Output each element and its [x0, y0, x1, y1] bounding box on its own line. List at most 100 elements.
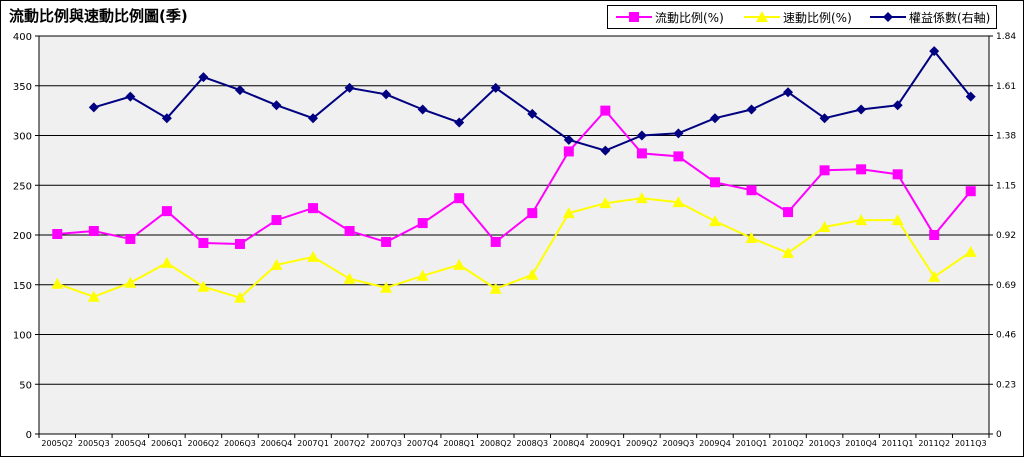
x-tick-label: 2005Q4	[114, 439, 146, 448]
legend-label-current-ratio: 流動比例(%)	[655, 10, 724, 25]
y-left-tick-label: 300	[13, 132, 32, 143]
point-marker-square	[892, 169, 903, 180]
point-marker-square	[88, 226, 99, 237]
point-marker-square	[856, 164, 867, 175]
point-marker-diamond	[125, 91, 136, 102]
point-marker-diamond	[783, 87, 794, 98]
x-tick-label: 2010Q2	[772, 439, 804, 448]
x-tick-label: 2011Q1	[882, 439, 914, 448]
y-left-tick-label: 0	[26, 430, 32, 441]
point-marker-diamond	[709, 113, 720, 124]
point-marker-square	[271, 215, 282, 226]
point-marker-square	[198, 237, 209, 248]
x-tick-label: 2011Q2	[918, 439, 950, 448]
x-tick-label: 2007Q4	[407, 439, 439, 448]
point-marker-triangle	[708, 215, 721, 227]
point-marker-triangle	[562, 207, 575, 219]
point-marker-diamond	[198, 72, 209, 83]
x-tick-label: 2011Q3	[955, 439, 987, 448]
point-marker-triangle	[343, 272, 356, 284]
point-marker-triangle	[307, 250, 320, 262]
point-marker-diamond	[490, 82, 501, 93]
point-marker-diamond	[344, 82, 355, 93]
point-marker-square	[636, 148, 647, 159]
legend-label-quick-ratio: 速動比例(%)	[783, 10, 852, 25]
y-right-tick-label: 0.23	[996, 380, 1016, 390]
x-tick-label: 2010Q1	[736, 439, 768, 448]
point-marker-square	[563, 146, 574, 157]
point-marker-diamond	[600, 145, 611, 156]
x-tick-label: 2008Q2	[480, 439, 512, 448]
point-marker-square	[600, 105, 611, 116]
y-right-tick-label: 1.15	[996, 181, 1016, 191]
point-marker-square	[161, 206, 172, 217]
point-marker-triangle	[51, 277, 64, 289]
chart-legend: 流動比例(%) 速動比例(%) 權益係數(右軸)	[607, 5, 997, 29]
y-right-tick-label: 1.61	[996, 82, 1016, 92]
point-marker-diamond	[454, 117, 465, 128]
x-tick-label: 2007Q2	[334, 439, 366, 448]
point-marker-triangle	[745, 231, 758, 243]
point-marker-triangle	[453, 258, 466, 270]
x-tick-label: 2005Q3	[78, 439, 110, 448]
x-tick-label: 2009Q1	[589, 439, 621, 448]
point-marker-triangle	[160, 256, 173, 268]
point-marker-diamond	[856, 104, 867, 115]
point-marker-square	[819, 165, 830, 176]
y-right-tick-label: 0.69	[996, 281, 1016, 291]
legend-marker-triangle-icon	[744, 11, 780, 22]
y-right-tick-label: 0.92	[996, 231, 1016, 241]
point-marker-diamond	[417, 104, 428, 115]
point-marker-square	[746, 185, 757, 196]
point-marker-triangle	[416, 269, 429, 281]
series-line-0	[57, 109, 972, 246]
point-marker-triangle	[270, 258, 283, 270]
x-tick-label: 2006Q1	[151, 439, 183, 448]
point-marker-square	[308, 203, 319, 214]
y-left-tick-label: 150	[13, 281, 32, 292]
point-marker-triangle	[964, 245, 977, 257]
point-marker-square	[709, 177, 720, 188]
point-marker-square	[125, 233, 136, 244]
point-marker-triangle	[380, 281, 393, 293]
x-tick-label: 2009Q4	[699, 439, 731, 448]
point-marker-triangle	[599, 197, 612, 209]
chart-title: 流動比例與速動比例圖(季)	[9, 7, 188, 25]
y-left-tick-label: 250	[13, 181, 32, 192]
point-marker-diamond	[527, 108, 538, 119]
point-marker-square	[234, 238, 245, 249]
y-right-tick-label: 0.46	[996, 331, 1016, 341]
y-right-tick-label: 1.84	[996, 32, 1016, 42]
point-marker-diamond	[161, 113, 172, 124]
x-tick-label: 2005Q2	[41, 439, 73, 448]
y-left-tick-label: 400	[13, 32, 32, 43]
point-marker-triangle	[87, 290, 100, 302]
point-marker-square	[527, 208, 538, 219]
point-marker-triangle	[782, 246, 795, 258]
point-marker-square	[344, 226, 355, 237]
point-marker-triangle	[635, 192, 648, 204]
point-marker-diamond	[271, 100, 282, 111]
point-marker-square	[454, 193, 465, 204]
point-marker-diamond	[965, 91, 976, 102]
legend-label-equity-multiplier: 權益係數(右軸)	[909, 10, 991, 25]
point-marker-diamond	[636, 130, 647, 141]
x-tick-label: 2006Q4	[261, 439, 293, 448]
point-marker-triangle	[855, 214, 868, 226]
y-left-tick-label: 350	[13, 82, 32, 93]
x-tick-label: 2008Q3	[516, 439, 548, 448]
point-marker-square	[490, 236, 501, 247]
point-marker-diamond	[929, 46, 940, 57]
point-marker-diamond	[673, 128, 684, 139]
point-marker-square	[673, 151, 684, 162]
point-marker-triangle	[672, 196, 685, 208]
legend-item-current-ratio: 流動比例(%)	[616, 6, 724, 28]
x-tick-label: 2009Q3	[663, 439, 695, 448]
point-marker-diamond	[819, 113, 830, 124]
point-marker-diamond	[88, 102, 99, 113]
point-marker-triangle	[526, 268, 539, 280]
point-marker-triangle	[124, 276, 137, 288]
x-tick-label: 2008Q1	[443, 439, 475, 448]
point-marker-triangle	[489, 282, 502, 294]
point-marker-square	[381, 236, 392, 247]
